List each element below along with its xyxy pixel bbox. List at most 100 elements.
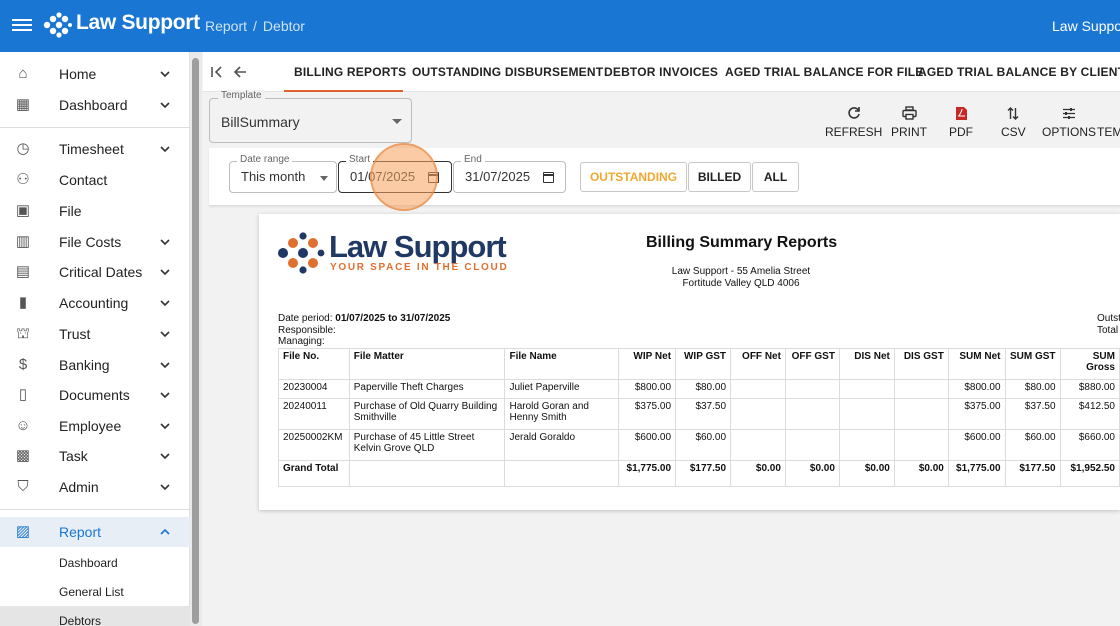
total-cell <box>504 460 620 487</box>
sidebar-item-label: Timesheet <box>59 141 124 157</box>
sidebar-item-home[interactable]: ⌂ Home <box>0 59 190 89</box>
sidebar-item-label: Contact <box>59 172 108 188</box>
table-cell: 20230004 <box>278 379 350 399</box>
print-icon <box>901 106 917 120</box>
chevron-down-icon[interactable] <box>158 67 172 81</box>
breadcrumb-debtor[interactable]: Debtor <box>262 18 305 34</box>
table-row[interactable]: 20240011 Purchase of Old Quarry Building … <box>278 398 1120 430</box>
sidebar-item-report[interactable]: ▨ Report <box>0 517 190 547</box>
table-cell: $375.00 <box>947 398 1006 430</box>
total-cell: $0.00 <box>838 460 895 487</box>
sidebar-subitem-dashboard[interactable]: Dashboard <box>59 555 118 570</box>
template-select[interactable]: Template BillSummary <box>209 90 412 143</box>
sidebar-item-admin[interactable]: ⛉ Admin <box>0 472 190 502</box>
sidebar-item-accounting[interactable]: ▮ Accounting <box>0 288 190 318</box>
sidebar-scrollbar[interactable] <box>190 52 202 626</box>
options-label: OPTIONS <box>1042 125 1097 139</box>
home-icon: ⌂ <box>18 65 28 82</box>
chevron-down-icon[interactable] <box>158 327 172 341</box>
sidebar-item-task[interactable]: ▩ Task <box>0 441 190 471</box>
stopwatch-icon: ◷ <box>16 140 30 157</box>
tab-aged-trial-balance-file[interactable]: AGED TRIAL BALANCE FOR FILE <box>725 65 924 79</box>
sidebar-item-critical-dates[interactable]: ▤ Critical Dates <box>0 257 190 287</box>
brand-name[interactable]: Law Support <box>76 11 200 34</box>
refresh-label: REFRESH <box>825 125 883 139</box>
first-page-icon[interactable] <box>209 64 225 80</box>
sidebar-item-dashboard[interactable]: ▦ Dashboard <box>0 90 190 120</box>
back-arrow-icon[interactable] <box>232 64 248 80</box>
sidebar-item-label: Critical Dates <box>59 264 143 280</box>
sidebar-item-file-costs[interactable]: ▥ File Costs <box>0 227 190 257</box>
date-period-value: 01/07/2025 to 31/07/2025 <box>335 313 451 324</box>
user-menu[interactable]: Law Support <box>1052 18 1120 34</box>
date-range-select[interactable]: Date range This month <box>229 154 337 193</box>
sidebar: ⌂ Home ▦ Dashboard ◷ Timesheet ⚇ Contact ▣ File ▥ F… <box>0 52 190 626</box>
chevron-down-icon[interactable] <box>158 98 172 112</box>
template-button[interactable]: TEMPLATE <box>1097 104 1120 139</box>
table-cell <box>730 398 786 430</box>
scrollbar-thumb[interactable] <box>192 58 199 624</box>
table-cell <box>838 398 895 430</box>
calendar-icon[interactable] <box>543 172 554 183</box>
table-cell <box>784 379 840 399</box>
tab-billing-reports[interactable]: BILLING REPORTS <box>294 65 407 79</box>
all-button[interactable]: ALL <box>752 162 799 192</box>
chevron-down-icon[interactable] <box>158 449 172 463</box>
column-header: WIP Net <box>618 348 677 380</box>
pdf-button[interactable]: PDF <box>949 104 973 139</box>
breadcrumb-report[interactable]: Report <box>205 18 248 34</box>
total-cell: $0.00 <box>784 460 840 487</box>
tab-debtor-invoices[interactable]: DEBTOR INVOICES <box>604 65 719 79</box>
options-button[interactable]: OPTIONS <box>1042 104 1096 139</box>
chevron-down-icon[interactable] <box>158 142 172 156</box>
report-icon: ▨ <box>15 523 31 540</box>
sidebar-subitem-debtors[interactable]: Debtors <box>0 606 190 626</box>
dropdown-caret-icon <box>320 176 328 181</box>
sidebar-subitem-general-list[interactable]: General List <box>59 584 124 599</box>
table-cell <box>838 379 895 399</box>
chevron-up-icon[interactable] <box>158 525 172 539</box>
csv-button[interactable]: CSV <box>1001 104 1026 139</box>
table-cell: Harold Goran and Henny Smith <box>504 398 620 430</box>
chevron-down-icon[interactable] <box>158 419 172 433</box>
sidebar-item-timesheet[interactable]: ◷ Timesheet <box>0 134 190 164</box>
chevron-down-icon[interactable] <box>158 480 172 494</box>
print-button[interactable]: PRINT <box>891 104 927 139</box>
table-cell <box>784 398 840 430</box>
billed-button[interactable]: BILLED <box>688 162 751 192</box>
tune-icon <box>1063 107 1075 119</box>
billing-summary-table: File No. File Matter File Name WIP Net WIP G… <box>278 348 1120 487</box>
top-app-bar: Law Support Report / Debtor Law Support <box>0 0 1120 52</box>
sidebar-item-employee[interactable]: ☺ Employee <box>0 411 190 441</box>
tab-aged-trial-balance-client[interactable]: AGED TRIAL BALANCE BY CLIENT <box>918 65 1120 79</box>
sidebar-item-documents[interactable]: ▯ Documents <box>0 380 190 410</box>
chevron-down-icon[interactable] <box>158 296 172 310</box>
csv-label: CSV <box>1001 125 1026 139</box>
menu-icon[interactable] <box>12 16 32 34</box>
sidebar-item-trust[interactable]: ⛫ Trust <box>0 319 190 349</box>
table-row[interactable]: 20230004 Paperville Theft Charges Juliet P… <box>278 379 1120 399</box>
table-cell <box>730 429 786 461</box>
table-row[interactable]: 20250002KM Purchase of 45 Little Street K… <box>278 429 1120 461</box>
total-cell: $0.00 <box>730 460 786 487</box>
tab-outstanding-disbursement[interactable]: OUTSTANDING DISBURSEMENT <box>412 65 604 79</box>
chevron-down-icon[interactable] <box>158 235 172 249</box>
chevron-down-icon[interactable] <box>158 265 172 279</box>
table-cell <box>784 429 840 461</box>
refresh-button[interactable]: REFRESH <box>825 104 882 139</box>
sidebar-item-label: Admin <box>59 479 99 495</box>
end-date-input[interactable]: End 31/07/2025 <box>453 154 566 193</box>
column-header: File Matter <box>348 348 506 380</box>
outstanding-button[interactable]: OUTSTANDING <box>580 162 687 192</box>
sidebar-item-contact[interactable]: ⚇ Contact <box>0 165 190 195</box>
sidebar-item-file[interactable]: ▣ File <box>0 196 190 226</box>
chevron-down-icon[interactable] <box>158 358 172 372</box>
sidebar-divider <box>0 127 190 128</box>
table-cell: $60.00 <box>675 429 732 461</box>
breadcrumb-separator: / <box>253 18 257 34</box>
sidebar-item-banking[interactable]: $ Banking <box>0 350 190 380</box>
face-icon: ☺ <box>15 417 31 434</box>
chevron-down-icon[interactable] <box>158 388 172 402</box>
sidebar-item-label: Accounting <box>59 295 129 311</box>
